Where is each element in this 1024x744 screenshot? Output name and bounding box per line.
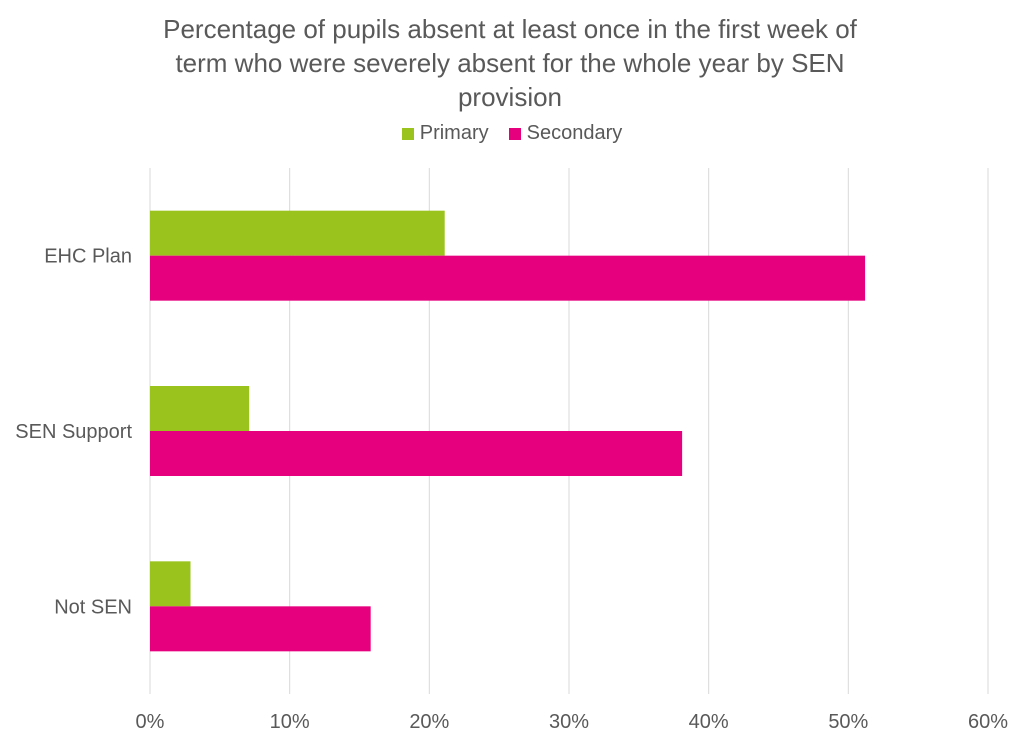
chart-title-line-2: term who were severely absent for the wh… <box>175 48 845 78</box>
legend-swatch-secondary <box>508 127 521 140</box>
chart-title-line-1: Percentage of pupils absent at least onc… <box>163 14 857 44</box>
legend-item-secondary: Secondary <box>508 122 623 145</box>
bar-primary-ehc-plan <box>150 210 445 256</box>
x-tick-label: 60% <box>968 711 1008 733</box>
bar-primary-not-sen <box>150 561 191 607</box>
bar-primary-sen-support <box>150 386 250 431</box>
x-tick-label: 20% <box>409 711 449 733</box>
legend: Primary Secondary <box>0 122 1024 145</box>
category-label: SEN Support <box>15 421 132 443</box>
category-label: Not SEN <box>54 596 132 618</box>
chart-title: Percentage of pupils absent at least onc… <box>90 12 930 114</box>
x-tick-label: 10% <box>270 711 310 733</box>
x-tick-label: 40% <box>689 711 729 733</box>
bars <box>150 210 866 652</box>
x-tick-label: 30% <box>549 711 589 733</box>
legend-swatch-primary <box>401 127 414 140</box>
legend-item-primary: Primary <box>401 122 489 145</box>
bar-secondary-sen-support <box>150 431 683 476</box>
category-label: EHC Plan <box>44 246 132 268</box>
chart-title-line-3: provision <box>457 82 563 112</box>
category-labels: EHC Plan SEN Support Not SEN <box>15 246 132 619</box>
bar-secondary-ehc-plan <box>150 255 866 301</box>
bar-secondary-not-sen <box>150 606 371 652</box>
x-tick-label: 0% <box>136 711 165 733</box>
x-tick-labels: 0% 10% 20% 30% 40% 50% 60% <box>136 711 1009 733</box>
legend-label-primary: Primary <box>419 122 489 144</box>
legend-label-secondary: Secondary <box>526 122 623 144</box>
x-tick-label: 50% <box>828 711 868 733</box>
